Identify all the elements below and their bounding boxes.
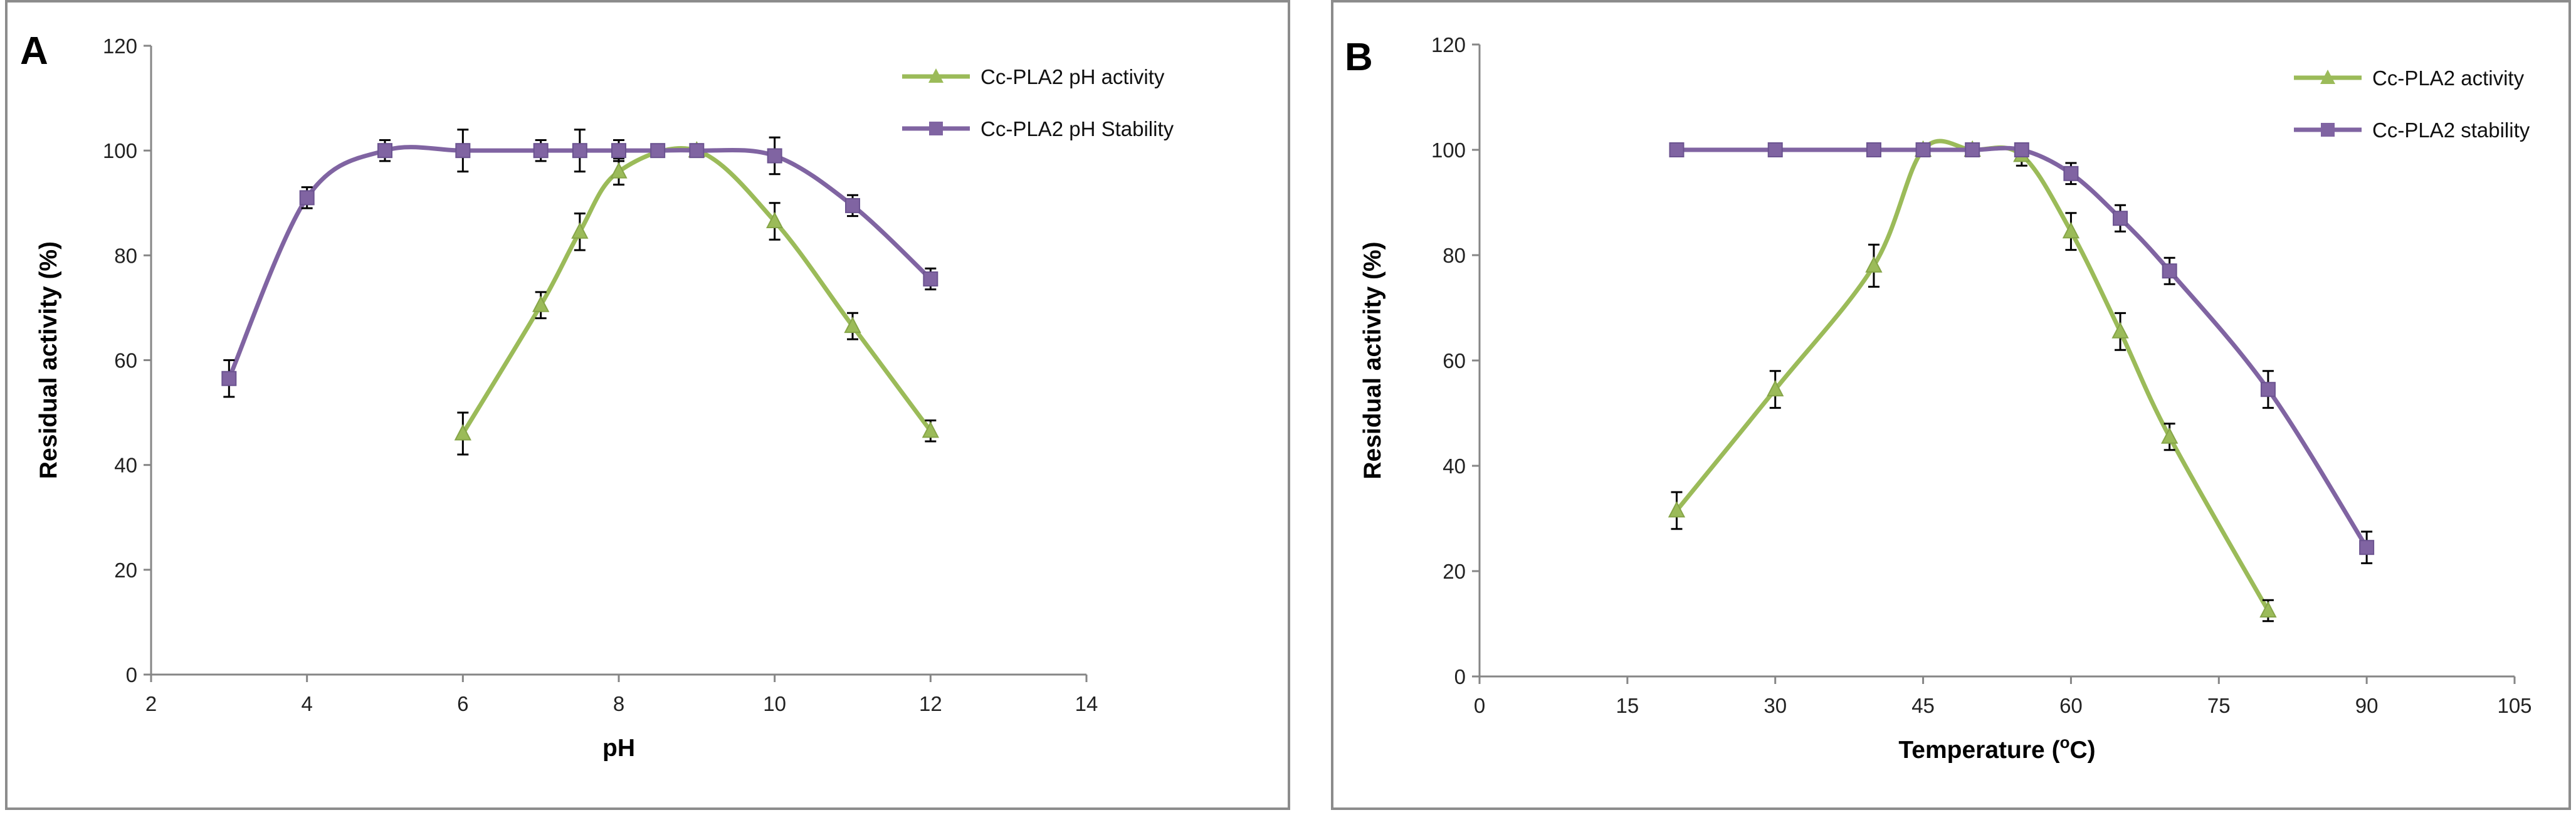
chart-b-series-2-point (2162, 263, 2177, 279)
chart-b-series-1-point (2161, 427, 2179, 444)
chart-b-x-tick-label: 45 (1911, 694, 1935, 717)
chart-b-y-tick-label: 20 (1443, 560, 1466, 583)
chart-a-series-2-point (650, 143, 666, 159)
chart-a-legend-label: Cc-PLA2 pH activity (980, 65, 1165, 88)
chart-a-y-tick-label: 60 (114, 349, 137, 372)
chart-b-y-tick-label: 0 (1454, 665, 1466, 688)
chart-a-series-1-point (844, 317, 861, 334)
chart-a-series-2-point (923, 271, 938, 287)
chart-b-series-2-point (2014, 142, 2029, 157)
chart-a-x-tick-label: 2 (145, 692, 157, 715)
chart-a-x-tick-label: 12 (919, 692, 942, 715)
chart-b-y-tick-label: 100 (1431, 139, 1466, 162)
chart-a-series-1-point (532, 295, 550, 312)
chart-a-series-2-point (299, 190, 315, 206)
chart-a-panel-label: A (20, 29, 48, 73)
chart-b-series-2-point (2063, 166, 2079, 181)
chart-a-series-2-point (533, 143, 549, 159)
chart-b-y-axis-label: Residual activity (%) (1359, 241, 1386, 479)
chart-b-svg: B 0 20 40 60 80 100 120 0 15 30 45 60 75 90 105 Temperat… (1345, 33, 2532, 764)
chart-b-panel-label: B (1345, 36, 1373, 79)
chart-a-legend-marker (929, 122, 943, 135)
chart-a-y-tick-label: 40 (114, 454, 137, 477)
chart-b-x-tick-label: 75 (2207, 694, 2231, 717)
chart-b-series-1-line (1674, 139, 2271, 613)
chart-a-x-axis-label: pH (602, 735, 635, 762)
chart-b-x-tick-label: 105 (2497, 694, 2531, 717)
chart-b-series-2-point (2113, 211, 2128, 226)
chart-a-y-axis-label: Residual activity (%) (35, 241, 62, 479)
chart-b-legend-marker (2321, 123, 2335, 137)
chart-b-series-2-point (1965, 142, 1980, 157)
chart-b-y-tick-label: 40 (1443, 455, 1466, 478)
chart-b-x-tick-label: 15 (1616, 694, 1639, 717)
chart-a-x-tick-label: 6 (457, 692, 468, 715)
chart-a-series-2-point (221, 371, 237, 386)
chart-a-y-tick-label: 120 (103, 34, 137, 58)
chart-b-series-2-point (1669, 142, 1685, 157)
chart-b-series-1-point (2111, 322, 2129, 339)
chart-a-series-2-line (226, 145, 933, 381)
chart-b-x-tick-label: 30 (1764, 694, 1787, 717)
chart-a-y-tick-label: 0 (126, 663, 137, 686)
chart-b-series-1-point (1865, 256, 1883, 273)
chart-b-series-1-point (2259, 601, 2277, 618)
chart-b-series-2-point (1866, 142, 1881, 157)
chart-a-series-1-line (460, 146, 933, 436)
chart-b-x-tick-label: 0 (1474, 694, 1485, 717)
chart-b-legend-label: Cc-PLA2 activity (2372, 66, 2525, 90)
chart-a-x-tick-label: 14 (1075, 692, 1098, 715)
chart-b-series-2-point (1767, 142, 1783, 157)
chart-b-legend-label: Cc-PLA2 stability (2372, 118, 2530, 142)
chart-a-svg: A 0 20 40 60 80 100 120 2 4 6 8 10 12 14 pH Residual act… (20, 29, 1174, 762)
chart-b-x-tick-label: 60 (2059, 694, 2083, 717)
chart-a-series-1-point (922, 421, 939, 438)
chart-panel-b: B 0 20 40 60 80 100 120 0 15 30 45 60 75 90 105 Temperat… (1331, 0, 2571, 810)
chart-a-series-2-point (611, 143, 626, 159)
chart-b-series-2-line (1674, 145, 2369, 550)
chart-b-y-tick-label: 80 (1443, 244, 1466, 267)
chart-b-series-1-point (1668, 501, 1686, 518)
chart-a-series-2-point (845, 197, 860, 213)
chart-a-y-tick-label: 80 (114, 244, 137, 267)
chart-a-x-tick-label: 10 (763, 692, 786, 715)
chart-b-y-tick-label: 120 (1431, 33, 1466, 56)
chart-b-series-2-point (2359, 540, 2375, 555)
chart-b-series-1-point (2062, 222, 2080, 239)
chart-panel-a: A 0 20 40 60 80 100 120 2 4 6 8 10 12 14 pH Residual act… (5, 0, 1290, 810)
chart-a-series-1-point (454, 424, 471, 441)
chart-a-series-2-point (455, 143, 471, 159)
chart-a-series-1-point (766, 211, 784, 229)
chart-a-series-1-point (571, 222, 589, 239)
chart-a-series-2-point (689, 143, 705, 159)
chart-a-series-2-point (767, 148, 782, 164)
chart-b-legend-marker (2320, 70, 2335, 84)
chart-b-series-1-point (1767, 380, 1784, 397)
chart-b-series-2-point (2260, 382, 2276, 397)
chart-a-series-1-point (610, 162, 628, 179)
chart-a-series-2-point (572, 143, 587, 159)
chart-b-x-tick-label: 90 (2355, 694, 2379, 717)
chart-a-x-tick-label: 4 (301, 692, 312, 715)
chart-a-series-2-point (377, 143, 392, 159)
chart-a-x-tick-label: 8 (613, 692, 624, 715)
chart-a-y-tick-label: 100 (103, 139, 137, 162)
chart-a-y-tick-label: 20 (114, 559, 137, 582)
chart-a-legend-marker (928, 68, 944, 83)
chart-b-series-2-point (1915, 142, 1931, 157)
chart-a-legend-label: Cc-PLA2 pH Stability (980, 117, 1174, 140)
chart-b-x-axis-label: Temperature (oC) (1898, 733, 2095, 764)
chart-b-y-tick-label: 60 (1443, 349, 1466, 372)
